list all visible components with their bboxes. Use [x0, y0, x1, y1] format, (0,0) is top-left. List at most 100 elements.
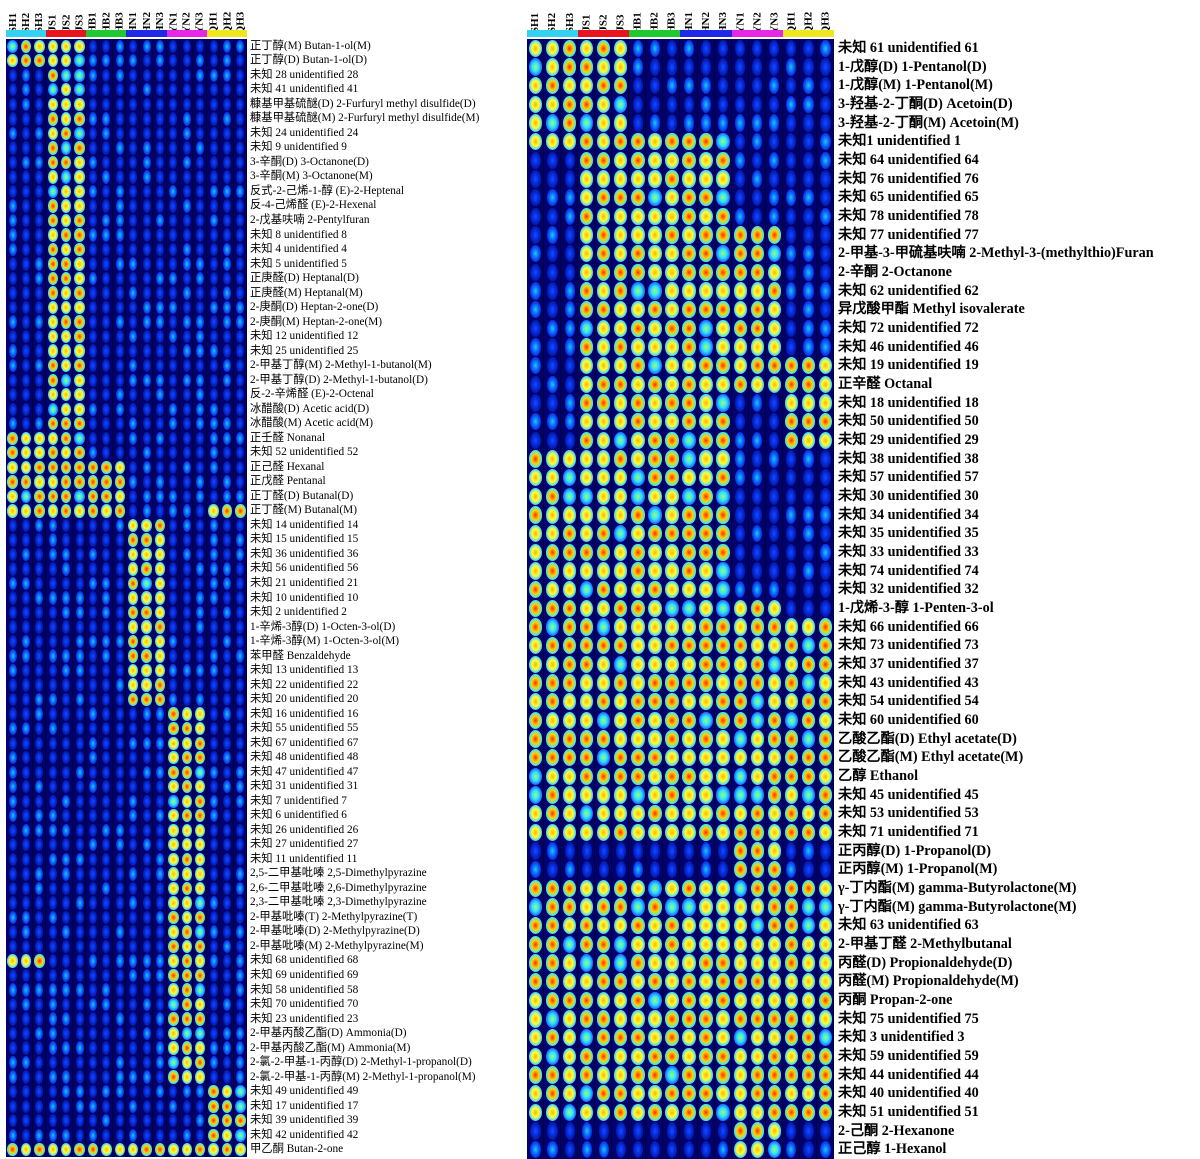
- signal-spot: [820, 338, 831, 356]
- heatmap-cell: [663, 748, 681, 767]
- signal-spot: [47, 199, 59, 213]
- signal-spot: [48, 736, 57, 750]
- signal-spot: [528, 1029, 543, 1047]
- signal-spot: [562, 917, 577, 935]
- heatmap-cell: [19, 823, 33, 838]
- signal-spot: [74, 83, 85, 97]
- heatmap-cell: [193, 503, 207, 519]
- signal-spot: [648, 189, 662, 207]
- signal-spot: [597, 693, 611, 711]
- heatmap-cell: [527, 599, 545, 618]
- signal-spot: [196, 155, 205, 170]
- signal-spot: [8, 329, 17, 344]
- heatmap-cell: [100, 82, 114, 98]
- signal-spot: [168, 997, 179, 1012]
- heatmap-cell: [167, 140, 181, 156]
- heatmap-cell: [732, 785, 749, 805]
- heatmap-cell: [127, 837, 140, 853]
- signal-spot: [631, 469, 645, 487]
- signal-spot: [89, 97, 98, 111]
- heatmap-cell: [73, 692, 87, 707]
- compound-label: 正戊醛 Pentanal: [250, 475, 326, 488]
- heatmap-cell: [167, 794, 181, 809]
- heatmap-cell: [612, 767, 630, 786]
- heatmap-cell: [19, 764, 33, 780]
- signal-spot: [716, 301, 730, 319]
- signal-spot: [155, 54, 164, 68]
- signal-spot: [47, 141, 59, 155]
- signal-spot: [209, 678, 218, 692]
- heatmap-cell: [561, 225, 579, 245]
- signal-spot: [236, 852, 245, 866]
- signal-spot: [35, 736, 44, 750]
- signal-spot: [61, 417, 72, 431]
- signal-spot: [528, 935, 543, 953]
- signal-spot: [48, 1070, 57, 1084]
- signal-spot: [801, 767, 816, 785]
- heatmap-cell: [544, 39, 562, 58]
- heatmap-cell: [140, 547, 154, 562]
- signal-spot: [528, 823, 543, 841]
- signal-spot: [115, 736, 124, 750]
- heatmap-cell: [715, 841, 732, 861]
- signal-spot: [682, 1010, 696, 1028]
- signal-spot: [142, 794, 151, 808]
- signal-spot: [562, 469, 577, 487]
- signal-spot: [769, 413, 780, 431]
- signal-spot: [8, 315, 17, 329]
- signal-spot: [631, 450, 645, 468]
- heatmap-row: [527, 505, 834, 525]
- heatmap-cell: [612, 113, 630, 133]
- heatmap-cell: [681, 207, 698, 226]
- heatmap-cell: [73, 808, 87, 824]
- sample-label-yn1: YN1: [167, 1, 179, 33]
- signal-spot: [129, 199, 138, 213]
- signal-spot: [168, 780, 179, 794]
- heatmap-cell: [749, 431, 766, 450]
- signal-spot: [632, 114, 643, 132]
- heatmap-cell: [527, 879, 545, 898]
- signal-spot: [196, 591, 205, 605]
- heatmap-cell: [561, 599, 579, 618]
- signal-spot: [801, 357, 816, 375]
- signal-spot: [236, 591, 245, 605]
- heatmap-cell: [113, 198, 127, 214]
- heatmap-cell: [167, 779, 181, 794]
- signal-spot: [580, 525, 594, 543]
- signal-spot: [115, 751, 124, 765]
- signal-spot: [102, 765, 111, 779]
- signal-spot: [614, 207, 628, 225]
- signal-spot: [102, 83, 111, 97]
- heatmap-row: [527, 767, 834, 786]
- signal-spot: [142, 417, 151, 431]
- heatmap-cell: [100, 126, 114, 141]
- heatmap-cell: [180, 968, 194, 983]
- heatmap-cell: [73, 1098, 87, 1114]
- signal-spot: [767, 637, 781, 655]
- signal-spot: [48, 1128, 57, 1142]
- heatmap-row: [6, 474, 247, 490]
- compound-label: 2-庚酮(M) Heptan-2-one(M): [250, 315, 383, 328]
- heatmap-cell: [113, 39, 127, 54]
- heatmap-cell: [153, 619, 167, 635]
- signal-spot: [115, 780, 124, 794]
- signal-spot: [8, 518, 17, 533]
- signal-spot: [614, 823, 628, 841]
- heatmap-cell: [234, 619, 247, 635]
- signal-spot: [718, 39, 729, 57]
- signal-spot: [733, 973, 747, 991]
- signal-spot: [803, 39, 814, 57]
- heatmap-row: [6, 460, 247, 475]
- signal-spot: [614, 693, 628, 711]
- signal-spot: [182, 373, 191, 387]
- heatmap-cell: [113, 155, 127, 170]
- signal-spot: [20, 39, 32, 53]
- signal-spot: [222, 126, 231, 141]
- heatmap-cell: [561, 1009, 579, 1029]
- signal-spot: [236, 257, 245, 271]
- heatmap-cell: [817, 767, 834, 786]
- signal-spot: [129, 68, 138, 82]
- signal-spot: [74, 54, 85, 68]
- heatmap-cell: [561, 636, 579, 655]
- signal-spot: [87, 1143, 99, 1157]
